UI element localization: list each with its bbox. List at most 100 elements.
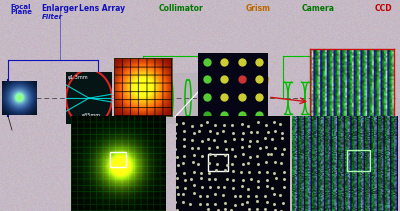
Point: [215, 186, 222, 189]
Point: [272, 129, 278, 133]
Point: [189, 161, 196, 164]
Bar: [347, 150, 370, 171]
Point: [238, 202, 245, 205]
Point: [204, 194, 211, 197]
Point: [240, 153, 246, 156]
Point: [254, 130, 260, 133]
Point: [264, 178, 270, 181]
Point: [230, 131, 236, 135]
Point: [205, 207, 212, 211]
Bar: [379, 80, 385, 116]
Point: [256, 171, 262, 174]
Point: [245, 124, 251, 127]
Point: [174, 177, 180, 180]
Text: Camera: Camera: [302, 4, 334, 13]
Point: [278, 137, 285, 140]
Point: [189, 138, 195, 142]
Point: [220, 194, 226, 197]
Point: [239, 137, 246, 141]
Point: [254, 162, 261, 165]
Point: [262, 161, 269, 164]
Point: [268, 187, 275, 190]
Point: [281, 147, 287, 151]
Point: [173, 186, 180, 189]
Point: [212, 169, 219, 172]
Point: [278, 209, 284, 211]
Point: [180, 171, 187, 174]
Point: [232, 194, 238, 197]
Point: [172, 137, 179, 140]
Point: [191, 170, 198, 173]
Point: [254, 208, 260, 211]
Point: [220, 129, 226, 133]
Point: [181, 145, 188, 148]
Point: [207, 129, 214, 133]
Point: [191, 184, 198, 187]
Point: [254, 200, 260, 203]
Point: [223, 147, 230, 151]
Point: [199, 185, 205, 189]
Point: [272, 176, 279, 179]
Point: [215, 208, 221, 211]
Point: [254, 186, 261, 189]
Point: [230, 187, 236, 190]
Point: [199, 154, 205, 157]
Point: [180, 161, 186, 165]
Point: [254, 139, 260, 143]
Text: Enlarger: Enlarger: [42, 4, 78, 13]
Point: [181, 178, 188, 182]
Point: [264, 200, 270, 203]
Point: [187, 202, 194, 206]
Point: [255, 120, 262, 124]
Point: [222, 202, 228, 205]
Point: [229, 162, 235, 165]
Text: Focal: Focal: [10, 4, 30, 10]
Point: [211, 177, 218, 180]
Point: [254, 154, 260, 158]
Point: [191, 154, 198, 157]
Text: Plane: Plane: [10, 9, 32, 15]
Point: [271, 192, 278, 196]
Point: [246, 145, 252, 148]
Point: [240, 131, 246, 134]
Point: [224, 163, 230, 166]
Point: [279, 131, 286, 134]
Point: [277, 123, 284, 126]
Point: [264, 170, 270, 174]
Point: [206, 171, 212, 175]
Bar: [138, 73, 228, 123]
Point: [280, 177, 287, 180]
Point: [263, 123, 269, 127]
Point: [229, 147, 235, 151]
Bar: [110, 152, 126, 167]
Point: [180, 137, 187, 140]
Point: [232, 203, 238, 206]
Point: [264, 131, 271, 134]
Point: [272, 147, 278, 150]
Point: [244, 200, 250, 204]
Point: [222, 154, 229, 157]
Point: [206, 162, 212, 165]
Point: [197, 123, 204, 127]
Point: [245, 195, 251, 198]
Point: [281, 170, 287, 174]
Point: [214, 145, 220, 148]
Point: [230, 178, 236, 182]
Point: [253, 194, 260, 197]
Point: [247, 139, 253, 142]
Text: Filter: Filter: [42, 14, 63, 20]
Point: [211, 139, 218, 142]
Point: [206, 146, 212, 150]
Point: [198, 176, 204, 179]
Point: [246, 170, 253, 174]
Text: CCD: CCD: [374, 4, 392, 13]
Point: [272, 160, 278, 164]
Point: [189, 146, 196, 149]
Point: [204, 121, 210, 124]
Point: [232, 154, 238, 158]
Point: [190, 192, 197, 195]
Point: [212, 202, 218, 205]
Point: [240, 179, 246, 182]
Point: [172, 200, 178, 204]
Point: [212, 154, 218, 157]
